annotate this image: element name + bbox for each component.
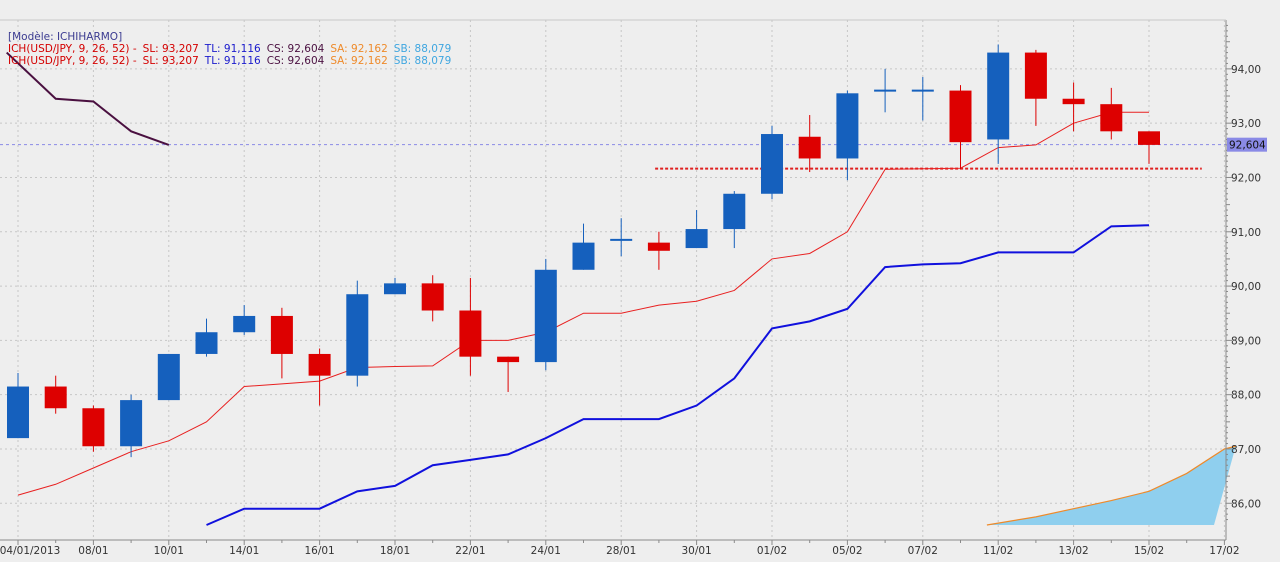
legend-row: ICH(USD/JPY, 9, 26, 52) - SL: 93,207 TL: 9… bbox=[8, 55, 457, 67]
x-tick-label: 08/01 bbox=[78, 545, 108, 557]
x-tick-label: 11/02 bbox=[983, 545, 1013, 557]
y-tick-label: 91,00 bbox=[1231, 227, 1261, 239]
x-tick-label: 18/01 bbox=[380, 545, 410, 557]
candle-body bbox=[1100, 104, 1123, 132]
legend-value: CS: 92,604 bbox=[266, 43, 325, 55]
legend-value: SL: 93,207 bbox=[142, 43, 199, 55]
candle-body bbox=[647, 242, 670, 251]
candle-body bbox=[44, 386, 67, 409]
candle-body bbox=[421, 283, 444, 311]
candle-body bbox=[233, 315, 256, 333]
axes-layer: 86,00 87,00 88,00 89,00 90,00 91,00 92,00 93,00… bbox=[0, 19, 1267, 557]
current-price-tag bbox=[1227, 137, 1267, 152]
candle-body bbox=[120, 400, 143, 447]
y-tick-label: 92,00 bbox=[1231, 172, 1261, 184]
x-tick-label: 14/01 bbox=[229, 545, 259, 557]
chart-legend: [Modèle: ICHIHARMO] ICH(USD/JPY, 9, 26, … bbox=[8, 31, 457, 67]
x-tick-label: 17/02 bbox=[1209, 545, 1239, 557]
candle-body bbox=[685, 229, 708, 249]
y-tick-label: 90,00 bbox=[1231, 281, 1261, 293]
legend-value: SB: 88,079 bbox=[393, 55, 452, 67]
legend-indicator-name: ICH(USD/JPY, 9, 26, 52) - bbox=[8, 43, 137, 55]
candle-body bbox=[7, 386, 29, 439]
candle-body bbox=[308, 353, 331, 376]
candle-body bbox=[1138, 131, 1160, 145]
candle-body bbox=[459, 310, 482, 357]
x-tick-label: 04/01/2013 bbox=[0, 545, 60, 557]
candle-body bbox=[798, 136, 821, 159]
candles-layer bbox=[7, 44, 1160, 458]
candle-body bbox=[1024, 52, 1047, 99]
candle-body bbox=[346, 294, 369, 376]
x-tick-label: 10/01 bbox=[154, 545, 184, 557]
x-tick-label: 01/02 bbox=[757, 545, 787, 557]
candle-body bbox=[497, 356, 520, 363]
y-tick-label: 87,00 bbox=[1231, 444, 1261, 456]
kijun-line bbox=[206, 224, 1150, 526]
current-price-label: 92,604 bbox=[1229, 140, 1266, 152]
legend-value: SL: 93,207 bbox=[142, 55, 199, 67]
y-tick-label: 94,00 bbox=[1231, 64, 1261, 76]
candle-body bbox=[1062, 98, 1085, 105]
x-tick-label: 30/01 bbox=[681, 545, 711, 557]
x-tick-label: 05/02 bbox=[832, 545, 862, 557]
senkou-a-line bbox=[986, 445, 1236, 526]
candle-body bbox=[195, 332, 218, 354]
legend-indicator-name: ICH(USD/JPY, 9, 26, 52) - bbox=[8, 55, 137, 67]
candle-body bbox=[270, 315, 293, 354]
candle-body bbox=[723, 193, 746, 230]
candle-body bbox=[987, 52, 1010, 140]
ichimoku-cloud bbox=[986, 446, 1236, 525]
model-label: [Modèle: ICHIHARMO] bbox=[8, 31, 123, 43]
candle-body bbox=[534, 269, 557, 363]
legend-value: TL: 91,116 bbox=[204, 55, 261, 67]
legend-value: SB: 88,079 bbox=[393, 43, 452, 55]
candle-body bbox=[82, 408, 105, 447]
candle-body bbox=[949, 90, 972, 143]
candle-body bbox=[157, 353, 180, 401]
y-tick-label: 86,00 bbox=[1231, 498, 1261, 510]
legend-value: CS: 92,604 bbox=[266, 55, 325, 67]
legend-rows: ICH(USD/JPY, 9, 26, 52) - SL: 93,207 TL: 9… bbox=[8, 43, 457, 67]
candle-body bbox=[836, 93, 859, 159]
cloud-layer bbox=[986, 445, 1236, 526]
legend-value: SA: 92,162 bbox=[330, 43, 388, 55]
candle-body bbox=[384, 283, 406, 295]
candle-body bbox=[761, 134, 783, 194]
y-tick-label: 89,00 bbox=[1231, 335, 1261, 347]
chikou-line bbox=[6, 51, 170, 146]
x-tick-label: 16/01 bbox=[304, 545, 334, 557]
x-tick-label: 07/02 bbox=[908, 545, 938, 557]
x-tick-label: 13/02 bbox=[1058, 545, 1088, 557]
y-tick-label: 88,00 bbox=[1231, 390, 1261, 402]
x-tick-label: 28/01 bbox=[606, 545, 636, 557]
legend-value: SA: 92,162 bbox=[330, 55, 388, 67]
x-tick-label: 22/01 bbox=[455, 545, 485, 557]
legend-row: ICH(USD/JPY, 9, 26, 52) - SL: 93,207 TL: 9… bbox=[8, 43, 457, 55]
plot-background bbox=[0, 20, 1226, 540]
candle-body bbox=[572, 242, 595, 270]
x-tick-label: 24/01 bbox=[531, 545, 561, 557]
y-tick-label: 93,00 bbox=[1231, 118, 1261, 130]
x-tick-label: 15/02 bbox=[1134, 545, 1164, 557]
legend-value: TL: 91,116 bbox=[204, 43, 261, 55]
